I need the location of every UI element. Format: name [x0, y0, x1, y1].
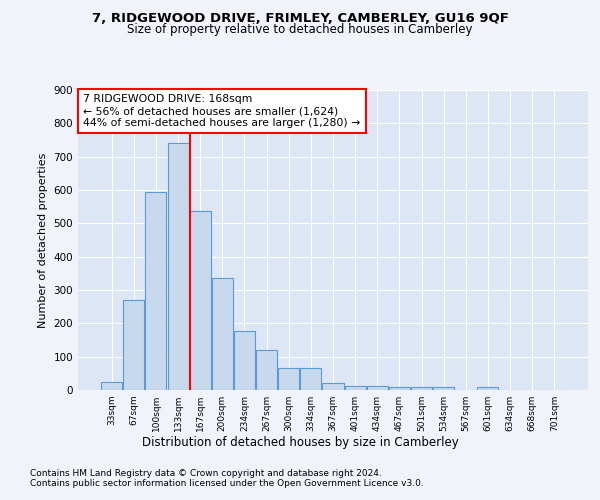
Text: Size of property relative to detached houses in Camberley: Size of property relative to detached ho…	[127, 22, 473, 36]
Text: 7, RIDGEWOOD DRIVE, FRIMLEY, CAMBERLEY, GU16 9QF: 7, RIDGEWOOD DRIVE, FRIMLEY, CAMBERLEY, …	[92, 12, 508, 26]
Bar	[145, 192, 166, 390]
Bar	[411, 388, 432, 390]
Bar	[301, 368, 322, 390]
Bar	[344, 386, 365, 390]
Bar	[101, 382, 122, 390]
Bar	[234, 330, 255, 390]
Bar	[478, 386, 499, 390]
Bar	[190, 210, 211, 390]
Bar	[212, 278, 233, 390]
Text: Contains HM Land Registry data © Crown copyright and database right 2024.: Contains HM Land Registry data © Crown c…	[30, 468, 382, 477]
Bar	[167, 144, 188, 390]
Text: Contains public sector information licensed under the Open Government Licence v3: Contains public sector information licen…	[30, 478, 424, 488]
Bar	[322, 382, 344, 390]
Bar	[124, 300, 145, 390]
Bar	[256, 350, 277, 390]
Bar	[433, 388, 454, 390]
Bar	[367, 386, 388, 390]
Text: Distribution of detached houses by size in Camberley: Distribution of detached houses by size …	[142, 436, 458, 449]
Y-axis label: Number of detached properties: Number of detached properties	[38, 152, 48, 328]
Bar	[278, 368, 299, 390]
Text: 7 RIDGEWOOD DRIVE: 168sqm
← 56% of detached houses are smaller (1,624)
44% of se: 7 RIDGEWOOD DRIVE: 168sqm ← 56% of detac…	[83, 94, 361, 128]
Bar	[389, 388, 410, 390]
